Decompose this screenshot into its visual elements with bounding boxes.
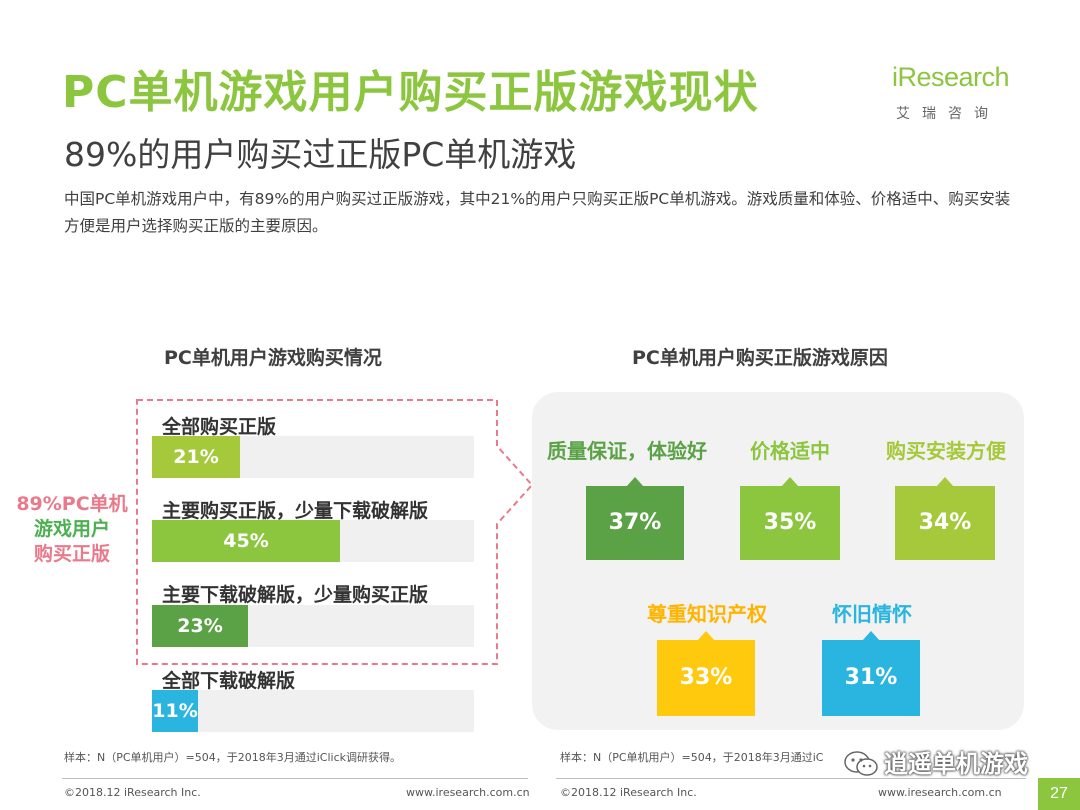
reason-label-2: 购买安装方便 xyxy=(886,439,1006,463)
bar-track-0: 21% xyxy=(152,436,474,478)
reason-label-1: 价格适中 xyxy=(750,439,830,463)
right-chart-title: PC单机用户购买正版游戏原因 xyxy=(632,347,888,369)
side-label-line3: 购买正版 xyxy=(33,543,110,565)
reason-box-0: 37% xyxy=(586,477,684,560)
bar-0 xyxy=(152,436,240,478)
footer-copyright-right: ©2018.12 iResearch Inc. xyxy=(560,786,697,799)
page-subtitle: 89%的用户购买过正版PC单机游戏 xyxy=(64,135,577,174)
footer-copyright-left: ©2018.12 iResearch Inc. xyxy=(64,786,201,799)
reason-label-0: 质量保证，体验好 xyxy=(547,439,707,463)
reason-notch-3 xyxy=(697,631,715,641)
logo-cn-text: 艾瑞咨询 xyxy=(896,106,1000,122)
reason-label-4: 怀旧情怀 xyxy=(832,602,912,626)
bar-value-0: 21% xyxy=(173,446,219,468)
bar-value-1: 45% xyxy=(223,530,269,552)
footer-divider-left xyxy=(62,778,528,779)
bar-1 xyxy=(152,520,340,562)
footer-divider-right xyxy=(556,778,1026,779)
reasons-panel xyxy=(532,392,1024,730)
bar-track-3: 11% xyxy=(152,690,474,732)
reason-value-0: 37% xyxy=(608,510,662,535)
reason-label-3: 尊重知识产权 xyxy=(647,602,767,626)
reason-notch-0 xyxy=(626,477,644,487)
reason-value-3: 33% xyxy=(679,665,733,690)
bar-value-3: 11% xyxy=(152,700,198,722)
reason-box-4: 31% xyxy=(822,631,920,716)
side-label-line2: 游戏用户 xyxy=(33,518,110,540)
page-title: PC单机游戏用户购买正版游戏现状 xyxy=(62,67,759,118)
reason-notch-4 xyxy=(862,631,880,641)
bar-2 xyxy=(152,605,248,647)
reason-value-2: 34% xyxy=(918,510,972,535)
bar-label-3: 全部下载破解版 xyxy=(162,670,296,692)
reason-box-3: 33% xyxy=(657,631,755,716)
reason-value-1: 35% xyxy=(763,510,817,535)
footer-site-right: www.iresearch.com.cn xyxy=(878,786,1002,799)
reason-box-2: 34% xyxy=(895,477,995,560)
bar-track-1: 45% xyxy=(152,520,474,562)
reason-notch-2 xyxy=(936,477,954,487)
reason-box-1: 35% xyxy=(740,477,840,560)
bar-3 xyxy=(152,690,198,732)
watermark-text: 逍遥单机游戏 xyxy=(884,750,1028,778)
bar-track-2: 23% xyxy=(152,605,474,647)
logo-text: iResearch xyxy=(892,62,1010,92)
iresearch-logo: iResearch 艾瑞咨询 xyxy=(892,58,1032,128)
wechat-icon xyxy=(844,751,878,776)
bar-label-0: 全部购买正版 xyxy=(162,416,277,438)
bar-value-2: 23% xyxy=(177,615,223,637)
page-number: 27 xyxy=(1038,778,1080,810)
bar-label-1: 主要购买正版，少量下载破解版 xyxy=(162,500,429,522)
left-chart-title: PC单机用户游戏购买情况 xyxy=(164,347,382,369)
sample-note-right: 样本：N（PC单机用户）=504，于2018年3月通过iC xyxy=(560,751,824,764)
reason-value-4: 31% xyxy=(844,665,898,690)
reason-notch-1 xyxy=(781,477,799,487)
callout-side-label: 89%PC单机 游戏用户 购买正版 xyxy=(8,492,136,567)
page-description: 中国PC单机游戏用户中，有89%的用户购买过正版游戏，其中21%的用户只购买正版… xyxy=(64,190,1011,235)
bar-label-2: 主要下载破解版，少量购买正版 xyxy=(162,584,429,606)
side-label-line1: 89%PC单机 xyxy=(16,493,128,515)
sample-note-left: 样本：N（PC单机用户）=504，于2018年3月通过iClick调研获得。 xyxy=(64,751,402,764)
footer-site-left: www.iresearch.com.cn xyxy=(406,786,530,799)
